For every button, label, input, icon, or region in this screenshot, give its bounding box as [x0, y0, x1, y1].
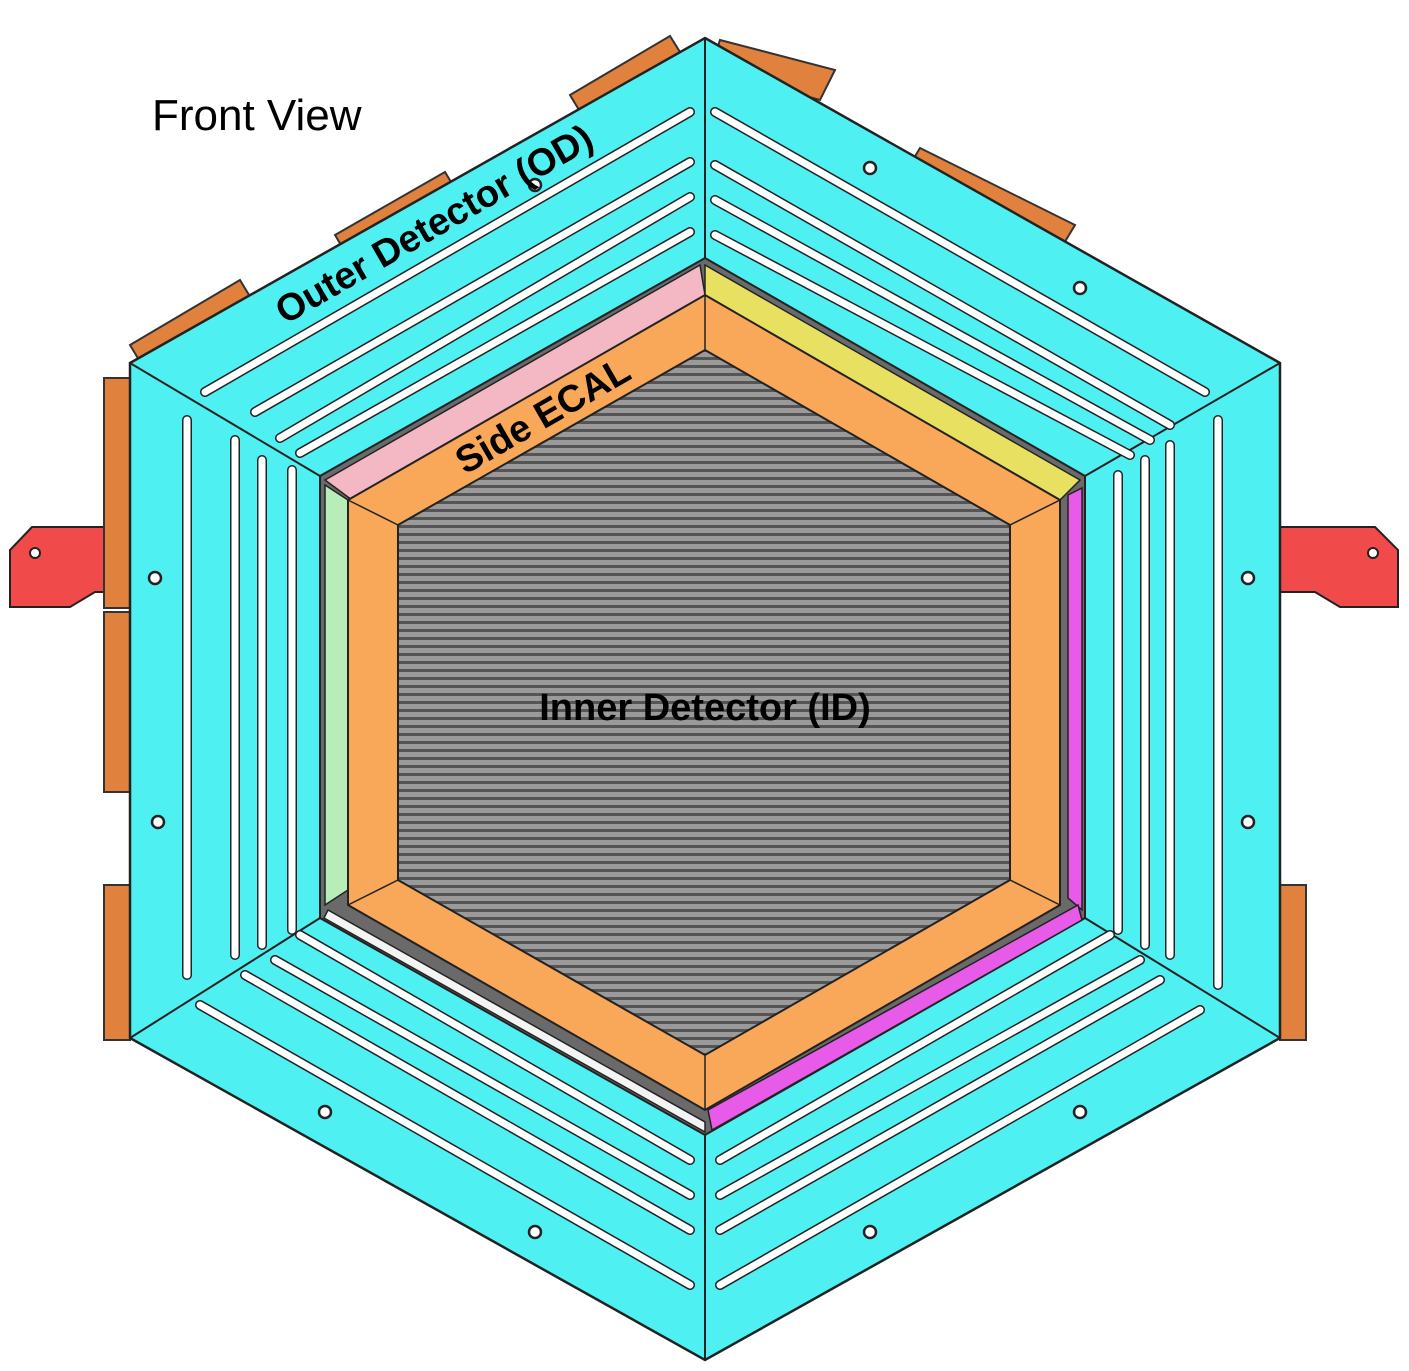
ventilation-slot: [711, 108, 1209, 396]
bracket-hole-icon: [29, 547, 41, 559]
ventilation-slot: [711, 161, 1174, 429]
mounting-hole-icon: [147, 570, 163, 586]
mounting-hole-icon: [1072, 280, 1088, 296]
electronics-box: [103, 884, 131, 1041]
mounting-hole-icon: [1072, 1104, 1088, 1120]
ventilation-slot: [276, 193, 694, 442]
ecal-corner-seam: [1009, 499, 1061, 526]
mounting-hole-icon: [1240, 570, 1256, 586]
mounting-hole-icon: [862, 160, 878, 176]
panel-seam: [129, 362, 321, 477]
ecal-corner-seam: [1009, 879, 1061, 906]
mounting-hole-icon: [527, 177, 543, 193]
mounting-hole-icon: [1240, 814, 1256, 830]
mounting-holes: [147, 160, 1256, 1240]
ventilation-slot: [711, 196, 1154, 444]
mounting-hole-icon: [150, 814, 166, 830]
ventilation-slot: [196, 1001, 694, 1289]
ventilation-slots: [182, 107, 1223, 1290]
electronics-box: [1279, 884, 1307, 1041]
panel-seam: [1084, 362, 1281, 477]
bracket-hole-icon: [1367, 547, 1379, 559]
ventilation-slot: [296, 228, 694, 457]
ventilation-slot: [716, 931, 1114, 1164]
electronics-box: [103, 611, 131, 793]
ventilation-slot: [716, 976, 1164, 1234]
view-title: Front View: [152, 91, 362, 140]
ventilation-slot: [716, 956, 1144, 1199]
green-panel: [324, 483, 349, 907]
electronics-box: [103, 377, 131, 609]
ecal-corner-seam: [347, 879, 399, 906]
right-mounting-bracket: [1279, 526, 1399, 608]
ventilation-slot: [241, 971, 694, 1234]
ventilation-slot: [711, 231, 1134, 459]
magenta-panel: [707, 903, 1083, 1132]
mounting-hole-icon: [527, 1224, 543, 1240]
white-panel: [323, 908, 706, 1134]
ventilation-slot: [296, 931, 694, 1164]
ventilation-slot: [251, 158, 694, 416]
panel-seam: [129, 917, 321, 1039]
mounting-hole-icon: [317, 1104, 333, 1120]
mounting-hole-icon: [862, 1224, 878, 1240]
panel-seam: [1084, 917, 1281, 1039]
inner-detector-label: Inner Detector (ID): [539, 687, 870, 729]
ventilation-slot: [271, 956, 694, 1199]
ventilation-slot: [716, 1006, 1204, 1289]
magenta-panel: [1067, 486, 1083, 912]
ventilation-slot: [201, 108, 694, 396]
ecal-corner-seam: [347, 499, 399, 526]
